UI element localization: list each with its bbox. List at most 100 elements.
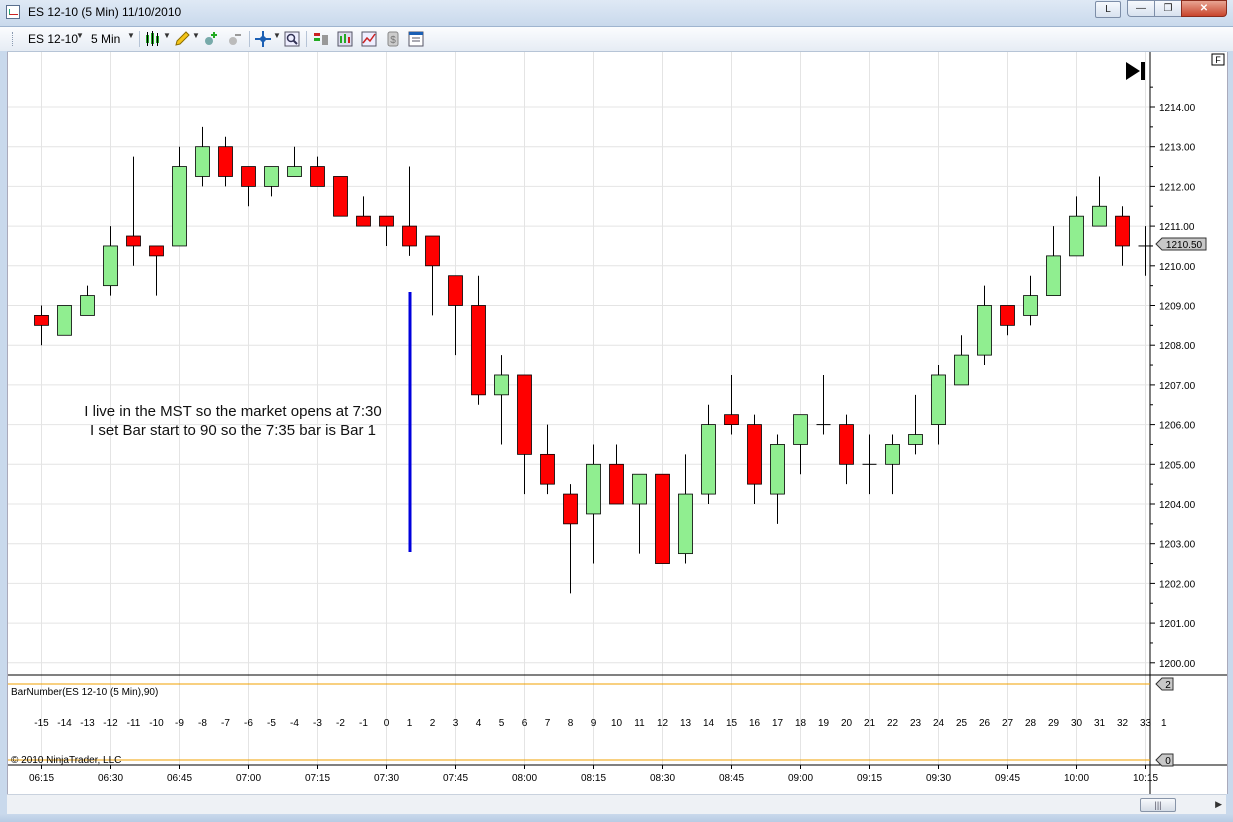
candle-body: [1023, 295, 1038, 316]
time-tick-label: 09:00: [788, 773, 813, 784]
bar-style-dropdown-icon[interactable]: ▼: [163, 31, 171, 40]
bar-style-icon[interactable]: [145, 31, 161, 47]
indicators-icon[interactable]: [361, 31, 377, 47]
instrument-dropdown-icon[interactable]: ▼: [76, 31, 84, 40]
candle: [471, 275, 486, 405]
minimize-button[interactable]: —: [1127, 0, 1154, 17]
time-gridlines: [41, 52, 1146, 765]
bar-number-label: 30: [1071, 718, 1083, 729]
price-axis-labels: 1214.00 1213.00 1212.00 1211.00 1210.00 1209.…: [1150, 86, 1196, 670]
f-button-box[interactable]: [1211, 53, 1225, 66]
price-chart[interactable]: F 1214.001213.001212.001211.001210.00120…: [8, 52, 1227, 794]
draw-tools-dropdown-icon[interactable]: ▼: [192, 31, 200, 40]
candle: [747, 414, 762, 504]
candle: [287, 146, 302, 177]
properties-icon[interactable]: [408, 31, 424, 47]
crosshair-icon[interactable]: [255, 31, 271, 47]
candle-body: [701, 424, 716, 495]
candle-body: [770, 444, 785, 495]
toolbar-separator: [139, 31, 140, 47]
annotation-text-line2: I set Bar start to 90 so the 7:35 bar is…: [90, 422, 376, 439]
candle-body: [379, 215, 394, 227]
bar-number-label: 22: [887, 718, 899, 729]
candle: [126, 156, 141, 266]
candle: [333, 176, 348, 217]
candle: [931, 365, 946, 445]
bar-number-labels: -15 -14 -13 -12 -11 -10 -9 -8 -7 -6 -5 -4 -3 -2 -1 0 1 2 3…: [34, 718, 1151, 729]
price-tick-label: 1204.00: [1159, 500, 1196, 511]
bar-number-label: 24: [933, 718, 945, 729]
bar-number-label: -9: [175, 718, 184, 729]
candle: [770, 434, 785, 524]
close-button[interactable]: ✕: [1181, 0, 1227, 17]
scrollbar-thumb[interactable]: |||: [1140, 798, 1176, 812]
candle-body: [908, 434, 923, 445]
candle-body: [931, 374, 946, 426]
pencil-draw-icon[interactable]: [174, 31, 190, 47]
time-tick-label: 09:30: [926, 773, 951, 784]
chart-trader-icon[interactable]: [313, 31, 329, 47]
price-gridlines: [8, 106, 1150, 664]
candle-body: [57, 305, 72, 336]
bar-number-label: 10: [611, 718, 623, 729]
candle: [655, 473, 670, 564]
chart-area[interactable]: F 1214.00 1213.00 1212.00 1211.00 1210.00 120…: [7, 52, 1228, 794]
candle-body: [655, 473, 670, 564]
candle: [195, 126, 210, 187]
candle: [402, 166, 417, 256]
candle: [632, 473, 647, 554]
last-price-marker: 1210.50: [1155, 237, 1207, 251]
candle-body: [1046, 255, 1061, 296]
candle: [1000, 305, 1015, 336]
scroll-right-arrow-icon[interactable]: ▶: [1215, 799, 1222, 809]
indicator-axis-mid-label: 1: [1161, 718, 1167, 729]
toolbar-grip[interactable]: [12, 32, 15, 46]
horizontal-scrollbar[interactable]: ||| ▶: [7, 794, 1226, 815]
time-tick-label: 06:45: [167, 773, 192, 784]
candle: [1046, 226, 1061, 296]
instrument-selector[interactable]: ES 12-10: [28, 30, 78, 48]
bar-number-label: 1: [407, 718, 413, 729]
candle: [816, 374, 831, 435]
window-controls: L — ❐ ✕: [1095, 0, 1227, 18]
candle: [678, 454, 693, 564]
bar-number-label: 0: [384, 718, 390, 729]
candle-body: [632, 473, 647, 505]
indicator-axis-bottom-marker: 0: [1155, 753, 1174, 767]
price-tick-label: 1200.00: [1159, 659, 1196, 670]
strategies-icon[interactable]: $: [385, 31, 401, 47]
time-tick-label: 09:15: [857, 773, 882, 784]
remove-indicator-icon[interactable]: [227, 31, 243, 47]
bar-number-label: 18: [795, 718, 807, 729]
time-tick-label: 08:45: [719, 773, 744, 784]
interval-dropdown-icon[interactable]: ▼: [127, 31, 135, 40]
add-indicator-icon[interactable]: [203, 31, 219, 47]
crosshair-dropdown-icon[interactable]: ▼: [273, 31, 281, 40]
bar-number-label: 8: [568, 718, 574, 729]
candlestick-series: [34, 126, 1153, 594]
price-tick-label: 1210.00: [1159, 262, 1196, 273]
link-button[interactable]: L: [1095, 1, 1121, 18]
interval-selector[interactable]: 5 Min: [91, 30, 120, 48]
candle-body: [126, 235, 141, 247]
time-tick-label: 07:30: [374, 773, 399, 784]
candle-body: [172, 166, 187, 247]
bar-number-label: 27: [1002, 718, 1014, 729]
data-series-icon[interactable]: [337, 31, 353, 47]
price-tick-label: 1208.00: [1159, 341, 1196, 352]
candle: [1023, 275, 1038, 326]
bar-number-label: 12: [657, 718, 669, 729]
zoom-icon[interactable]: [284, 31, 300, 47]
bar-number-label: -7: [221, 718, 230, 729]
scroll-to-end-icon[interactable]: [1126, 62, 1145, 80]
price-tick-label: 1202.00: [1159, 579, 1196, 590]
candle-body: [885, 444, 900, 465]
f-button-label[interactable]: F: [1215, 55, 1221, 65]
candle: [540, 424, 555, 495]
candle-body: [1115, 215, 1130, 247]
maximize-button[interactable]: ❐: [1154, 0, 1181, 17]
title-bar[interactable]: ES 12-10 (5 Min) 11/10/2010 L — ❐ ✕: [0, 0, 1233, 27]
price-tick-label: 1206.00: [1159, 421, 1196, 432]
candle-body: [149, 245, 164, 257]
bar-number-label: -2: [336, 718, 345, 729]
